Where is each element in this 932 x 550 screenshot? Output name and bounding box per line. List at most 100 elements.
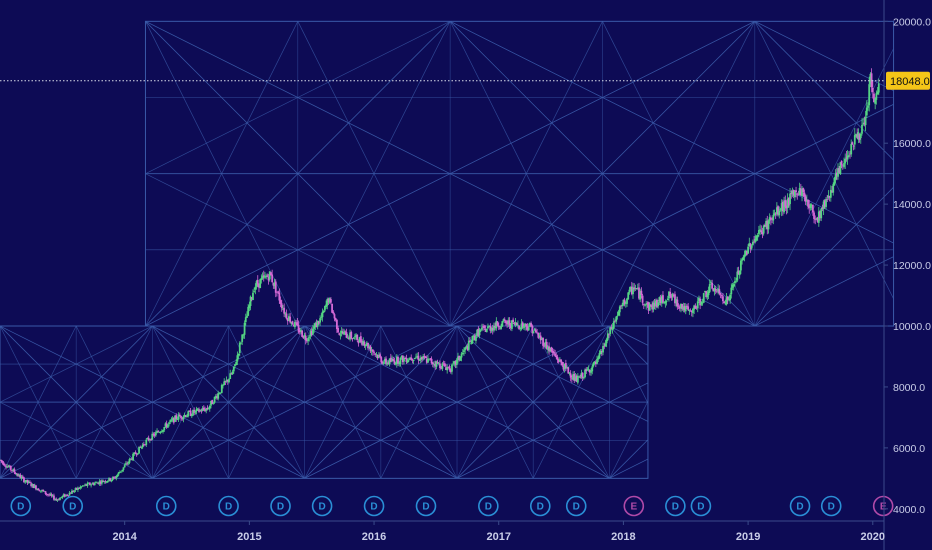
dividend-badge[interactable]: D	[478, 495, 499, 517]
candle-body	[43, 490, 46, 492]
candle	[552, 348, 555, 356]
dividend-badge[interactable]: D	[415, 495, 437, 517]
candle-body	[376, 354, 379, 359]
candle-body	[627, 292, 630, 300]
candle-body	[686, 305, 688, 307]
dividend-badge[interactable]: D	[62, 495, 84, 517]
candle-body	[417, 355, 420, 361]
candle	[283, 303, 286, 318]
candle-body	[847, 155, 850, 157]
candle	[220, 383, 223, 394]
candle-body	[274, 281, 277, 293]
candle	[707, 286, 710, 300]
candle	[855, 133, 857, 138]
candle-body	[495, 320, 498, 329]
dividend-badge[interactable]: D	[311, 495, 333, 517]
candle	[611, 323, 614, 334]
candle-body	[481, 327, 483, 330]
candle-body	[152, 433, 155, 435]
dividend-badge[interactable]: D	[155, 495, 177, 517]
candle-body	[307, 338, 310, 342]
badge-label: D	[225, 502, 232, 513]
badge-ring	[665, 495, 686, 517]
dividend-badge[interactable]: D	[218, 495, 239, 517]
candle	[321, 308, 324, 322]
candle-body	[466, 346, 469, 351]
candle-body	[477, 328, 480, 336]
candle	[253, 287, 256, 293]
candle	[568, 372, 571, 376]
candle	[78, 487, 81, 489]
candle-body	[605, 339, 608, 344]
candle	[538, 332, 541, 339]
candle	[24, 480, 27, 485]
candle	[813, 210, 815, 224]
candle-body	[858, 133, 861, 140]
candle	[626, 297, 628, 307]
dividend-badge[interactable]: D	[10, 495, 32, 517]
candle	[39, 490, 42, 493]
earnings-badge[interactable]: E	[872, 495, 894, 517]
candle	[315, 319, 318, 328]
candle-body	[177, 414, 180, 420]
candle-body	[542, 338, 544, 346]
candle-body	[448, 366, 451, 371]
dividend-badge[interactable]: D	[690, 495, 712, 517]
candle	[427, 355, 429, 364]
gann-fan-line	[0, 325, 77, 479]
candle	[435, 360, 438, 370]
candle	[622, 299, 625, 307]
dividend-badge[interactable]: D	[270, 495, 291, 517]
candle	[186, 413, 188, 418]
candle	[795, 186, 797, 198]
candle-body	[783, 201, 785, 213]
candle	[865, 100, 868, 118]
candle	[725, 292, 728, 306]
candle	[201, 406, 204, 412]
candle	[857, 128, 860, 144]
candle	[132, 452, 134, 462]
candle-body	[409, 357, 411, 360]
badge-label: D	[318, 502, 325, 513]
candle-body	[236, 355, 239, 362]
candle	[168, 421, 170, 427]
candle-body	[431, 362, 434, 365]
candle-body	[666, 298, 669, 301]
candle	[135, 452, 138, 457]
candle-body	[718, 289, 721, 294]
candle	[399, 357, 402, 367]
candle-body	[391, 358, 393, 362]
dividend-badge[interactable]: D	[565, 495, 587, 517]
dividend-badge[interactable]: D	[820, 495, 842, 517]
candle-body	[44, 491, 47, 494]
candle-body	[120, 471, 122, 473]
candle-body	[347, 337, 350, 339]
candle-body	[828, 196, 831, 198]
candle	[616, 311, 619, 320]
candle-body	[484, 328, 487, 332]
dividend-badge[interactable]: D	[789, 495, 811, 517]
candle-body	[57, 499, 60, 501]
candle	[576, 373, 579, 385]
candle	[273, 278, 276, 289]
dividend-badge[interactable]: D	[363, 495, 385, 517]
candle	[411, 358, 414, 364]
candle	[844, 153, 847, 169]
candle-body	[78, 487, 81, 489]
dividend-badge[interactable]: D	[529, 495, 551, 517]
candle-body	[419, 357, 422, 360]
candle	[745, 250, 748, 256]
candle	[428, 358, 431, 361]
earnings-badge[interactable]: E	[623, 495, 645, 517]
candle-body	[440, 367, 443, 369]
candle-body	[832, 184, 835, 193]
candle-body	[798, 187, 801, 196]
candle	[723, 300, 726, 304]
dividend-badge[interactable]: D	[665, 495, 686, 517]
candle	[440, 365, 443, 370]
candle-body	[602, 346, 604, 353]
candle-body	[851, 142, 854, 145]
candle	[876, 87, 879, 95]
candle-body	[133, 452, 136, 455]
